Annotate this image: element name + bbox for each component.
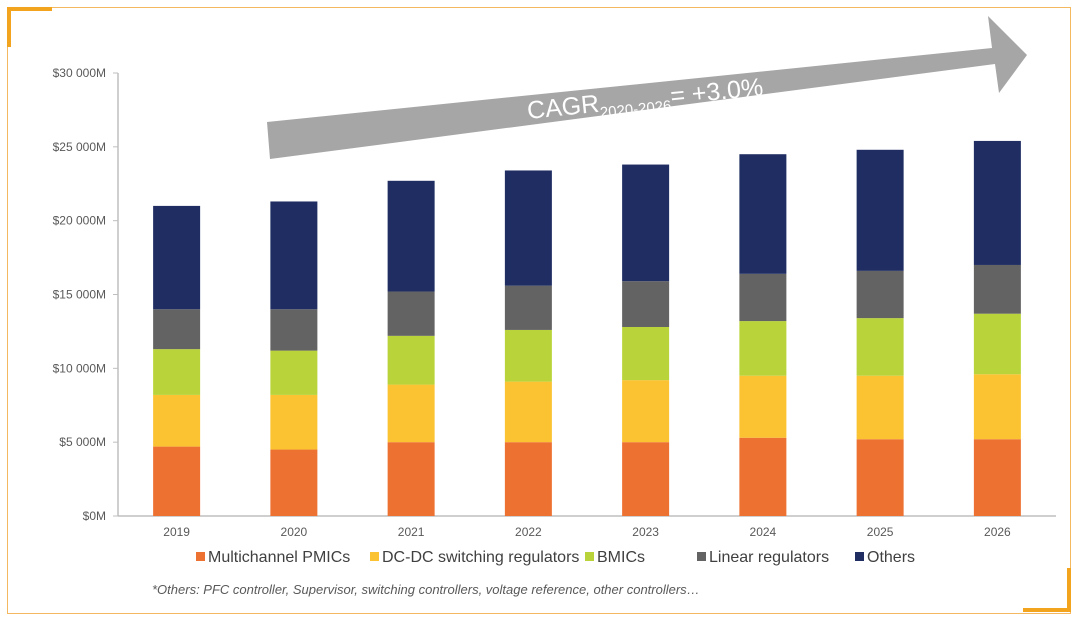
legend-item-multichannel-pmics: Multichannel PMICs [196,549,350,566]
bar-stack-2026 [973,140,1021,516]
bar-stack-2023 [622,164,670,516]
legend-label: Multichannel PMICs [208,549,350,566]
bar-stack-2021 [387,180,435,516]
bar-segment-multichannel-pmics-2023 [622,442,670,516]
bar-segment-multichannel-pmics-2019 [153,446,201,516]
bar-segment-others-2022 [504,170,552,286]
x-tick-label: 2023 [632,525,659,539]
corner-accent-bottom-right [1023,608,1071,612]
x-tick-label: 2021 [398,525,425,539]
bar-segment-multichannel-pmics-2026 [973,439,1021,516]
bar-segment-bmics-2024 [739,321,787,376]
bar-segment-linear-regulators-2021 [387,291,435,336]
bar-segment-others-2026 [973,140,1021,265]
bar-segment-bmics-2023 [622,326,670,381]
x-tick-label: 2022 [515,525,542,539]
bar-segment-dc-dc-switching-regulators-2025 [856,375,904,440]
cagr-arrow-shape [267,16,1027,159]
bar-segment-others-2021 [387,180,435,292]
bar-segment-dc-dc-switching-regulators-2021 [387,384,435,443]
x-tick-label: 2020 [281,525,308,539]
bar-segment-bmics-2022 [504,329,552,382]
bar-segment-bmics-2021 [387,335,435,385]
bar-segment-linear-regulators-2022 [504,285,552,330]
x-tick-label: 2026 [984,525,1011,539]
corner-accent-top-left [7,7,52,11]
cagr-label: CAGR2020-2026= +3.0% [526,73,765,129]
legend-swatch [585,552,594,561]
bar-segment-dc-dc-switching-regulators-2024 [739,375,787,438]
y-tick-label: $15 000M [53,288,106,302]
bar-segment-linear-regulators-2025 [856,270,904,319]
y-tick-label: $10 000M [53,361,106,375]
bar-stack-2022 [504,170,552,516]
bar-segment-bmics-2025 [856,318,904,376]
corner-accent-bottom-right-vertical [1067,568,1071,612]
bar-segment-dc-dc-switching-regulators-2019 [153,394,201,447]
bar-segment-bmics-2026 [973,313,1021,375]
x-tick-label: 2024 [750,525,777,539]
bar-segment-bmics-2020 [270,350,318,395]
y-axis: $0M $5 000M $10 000M $15 000M $20 000M $25 00… [53,66,119,523]
legend-label: BMICs [597,549,645,566]
bar-segment-others-2025 [856,149,904,271]
bar-stack-2025 [856,149,904,516]
bar-segment-dc-dc-switching-regulators-2026 [973,374,1021,440]
legend-item-dc-dc-switching-regulators: DC-DC switching regulators [370,549,579,566]
bar-segment-multichannel-pmics-2020 [270,449,318,516]
bar-segment-dc-dc-switching-regulators-2023 [622,380,670,443]
corner-accent-top-left-vertical [7,7,11,47]
cagr-arrow: CAGR2020-2026= +3.0% [267,16,1027,159]
legend-swatch [370,552,379,561]
y-tick-label: $25 000M [53,140,106,154]
legend-label: Linear regulators [709,549,829,566]
bar-stack-2019 [153,205,201,516]
legend-item-others: Others [855,549,915,566]
bar-segment-multichannel-pmics-2024 [739,437,787,516]
bar-segment-linear-regulators-2019 [153,309,201,350]
bar-stack-2024 [739,154,787,516]
bar-segment-bmics-2019 [153,349,201,395]
legend-swatch [697,552,706,561]
bar-segment-linear-regulators-2023 [622,281,670,327]
legend-item-bmics: BMICs [585,549,645,566]
bar-stack-2020 [270,201,318,516]
legend: Multichannel PMICs DC-DC switching regula… [196,549,915,566]
y-tick-label: $5 000M [59,435,106,449]
legend-swatch [196,552,205,561]
bar-segment-others-2023 [622,164,670,282]
bar-segment-others-2019 [153,205,201,310]
bar-segment-multichannel-pmics-2025 [856,439,904,516]
bar-segment-linear-regulators-2020 [270,309,318,351]
bar-segment-linear-regulators-2024 [739,273,787,322]
bar-segment-others-2024 [739,154,787,274]
bar-segment-linear-regulators-2026 [973,264,1021,314]
y-tick-label: $30 000M [53,66,106,80]
legend-swatch [855,552,864,561]
bar-segment-others-2020 [270,201,318,310]
bar-segment-multichannel-pmics-2021 [387,442,435,516]
bar-segment-dc-dc-switching-regulators-2020 [270,394,318,450]
x-tick-label: 2025 [867,525,894,539]
footnote: *Others: PFC controller, Supervisor, swi… [152,582,700,597]
chart-frame [7,7,1071,614]
x-tick-label: 2019 [163,525,190,539]
legend-label: Others [867,549,915,566]
x-axis-labels: 2019 2020 2021 2022 2023 2024 2025 2026 [163,525,1011,539]
legend-label: DC-DC switching regulators [382,549,579,566]
bars [153,140,1021,516]
legend-item-linear-regulators: Linear regulators [697,549,829,566]
bar-segment-dc-dc-switching-regulators-2022 [504,381,552,443]
y-tick-label: $20 000M [53,214,106,228]
bar-segment-multichannel-pmics-2022 [504,442,552,516]
y-tick-label: $0M [83,509,106,523]
